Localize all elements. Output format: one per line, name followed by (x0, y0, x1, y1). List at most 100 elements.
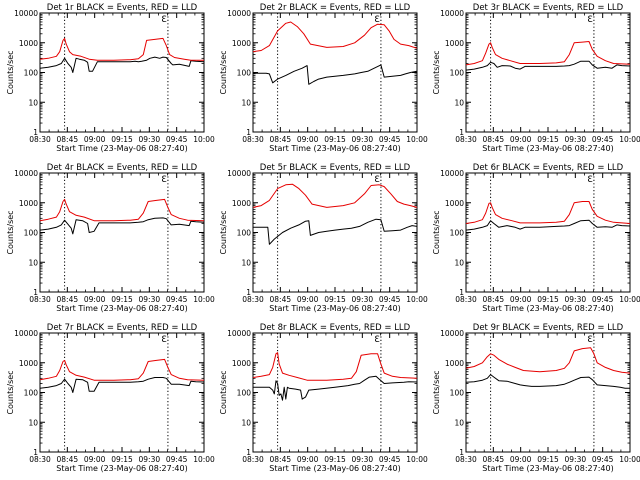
legend-glyph: Ɛ (161, 15, 167, 25)
x-tick-label: 09:45 (592, 295, 614, 304)
x-axis-label: Start Time (23-May-06 08:27:40) (269, 464, 400, 473)
x-tick-label: 09:45 (379, 295, 401, 304)
y-tick-label: 10 (454, 418, 464, 427)
legend-glyph: Ɛ (587, 15, 593, 25)
chart-title: Det 6r BLACK = Events, RED = LLD (473, 163, 624, 173)
x-tick-label: 08:30 (455, 455, 477, 464)
x-axis-label: Start Time (23-May-06 08:27:40) (56, 144, 187, 153)
legend-glyph: Ɛ (374, 175, 380, 185)
x-tick-label: 10:00 (619, 455, 640, 464)
y-tick-label: 10000 (14, 9, 38, 18)
lld-rate-line (465, 41, 631, 66)
y-tick-label: 1000 (19, 199, 38, 208)
legend-glyph: Ɛ (161, 175, 167, 185)
x-tick-label: 09:15 (537, 455, 559, 464)
y-tick-label: 1 (459, 288, 464, 297)
events-rate-line (253, 218, 418, 245)
y-tick-label: 1 (33, 288, 38, 297)
x-tick-label: 10:00 (406, 455, 428, 464)
y-axis-label: Counts/sec (432, 50, 441, 94)
x-tick-label: 09:45 (592, 135, 614, 144)
y-axis-label: Counts/sec (6, 370, 15, 414)
x-tick-label: 09:15 (537, 295, 559, 304)
events-rate-line (39, 217, 205, 235)
y-tick-label: 1 (459, 128, 464, 137)
y-tick-label: 10000 (227, 9, 251, 18)
x-tick-label: 08:30 (242, 455, 264, 464)
x-tick-label: 08:45 (57, 135, 79, 144)
y-tick-label: 10 (28, 258, 38, 267)
x-tick-label: 09:00 (84, 135, 106, 144)
x-tick-label: 09:00 (297, 295, 319, 304)
chart-title: Det 4r BLACK = Events, RED = LLD (47, 163, 198, 173)
x-tick-label: 09:45 (592, 455, 614, 464)
chart-title: Det 9r BLACK = Events, RED = LLD (473, 323, 624, 333)
y-tick-label: 10000 (227, 329, 251, 338)
y-tick-label: 1000 (232, 359, 251, 368)
y-axis-label: Counts/sec (219, 210, 228, 254)
y-tick-label: 1 (246, 128, 251, 137)
detector-panel-3: Det 3r BLACK = Events, RED = LLD Ɛ 1 10 100 1… (432, 3, 640, 153)
x-tick-label: 09:30 (565, 135, 587, 144)
y-tick-label: 1 (246, 448, 251, 457)
y-axis-label: Counts/sec (219, 370, 228, 414)
y-tick-label: 100 (24, 229, 39, 238)
chart-title: Det 8r BLACK = Events, RED = LLD (260, 323, 411, 333)
events-rate-line (253, 375, 418, 401)
x-tick-label: 09:00 (510, 295, 532, 304)
x-axis-label: Start Time (23-May-06 08:27:40) (482, 464, 613, 473)
x-tick-label: 10:00 (406, 295, 428, 304)
events-rate-line (465, 219, 631, 231)
events-rate-line (39, 377, 205, 393)
x-tick-label: 08:30 (29, 135, 51, 144)
x-tick-label: 08:30 (242, 295, 264, 304)
detector-panel-1: Det 1r BLACK = Events, RED = LLD Ɛ 1 10 100 1… (6, 3, 215, 153)
y-axis-label: Counts/sec (432, 210, 441, 254)
y-tick-label: 10 (454, 258, 464, 267)
y-tick-label: 1 (33, 448, 38, 457)
y-tick-label: 10 (28, 98, 38, 107)
x-tick-label: 09:15 (111, 455, 133, 464)
y-tick-label: 1 (33, 128, 38, 137)
x-tick-label: 08:45 (270, 455, 292, 464)
y-tick-label: 100 (450, 69, 465, 78)
lld-rate-line (252, 352, 418, 381)
x-tick-label: 08:30 (29, 295, 51, 304)
x-tick-label: 08:45 (57, 455, 79, 464)
detector-panel-8: Det 8r BLACK = Events, RED = LLD Ɛ 1 10 100 1… (219, 323, 428, 473)
x-tick-label: 09:00 (510, 455, 532, 464)
x-tick-label: 09:00 (84, 295, 106, 304)
x-tick-label: 09:00 (510, 135, 532, 144)
x-tick-label: 09:00 (84, 455, 106, 464)
legend-glyph: Ɛ (161, 335, 167, 345)
y-tick-label: 100 (237, 389, 252, 398)
chart-title: Det 1r BLACK = Events, RED = LLD (47, 3, 198, 13)
y-axis-label: Counts/sec (219, 50, 228, 94)
x-tick-label: 10:00 (619, 135, 640, 144)
detector-panel-2: Det 2r BLACK = Events, RED = LLD Ɛ 1 10 100 1… (219, 3, 428, 153)
x-tick-label: 09:15 (111, 295, 133, 304)
x-tick-label: 09:30 (139, 455, 161, 464)
y-tick-label: 1000 (19, 359, 38, 368)
chart-title: Det 7r BLACK = Events, RED = LLD (47, 323, 198, 333)
x-tick-label: 09:45 (379, 135, 401, 144)
y-tick-label: 1000 (445, 359, 464, 368)
events-rate-line (39, 56, 205, 73)
x-tick-label: 08:45 (483, 135, 505, 144)
y-tick-label: 10 (454, 98, 464, 107)
x-axis-label: Start Time (23-May-06 08:27:40) (269, 304, 400, 313)
chart-title: Det 5r BLACK = Events, RED = LLD (260, 163, 411, 173)
legend-glyph: Ɛ (587, 335, 593, 345)
lld-rate-line (39, 358, 205, 381)
detector-panel-9: Det 9r BLACK = Events, RED = LLD Ɛ 1 10 100 1… (432, 323, 640, 473)
y-tick-label: 10000 (227, 169, 251, 178)
y-tick-label: 1000 (232, 39, 251, 48)
x-tick-label: 08:45 (483, 295, 505, 304)
x-tick-label: 08:30 (242, 135, 264, 144)
x-tick-label: 08:30 (455, 135, 477, 144)
x-tick-label: 09:15 (324, 455, 346, 464)
events-rate-line (465, 60, 631, 71)
x-tick-label: 10:00 (406, 135, 428, 144)
